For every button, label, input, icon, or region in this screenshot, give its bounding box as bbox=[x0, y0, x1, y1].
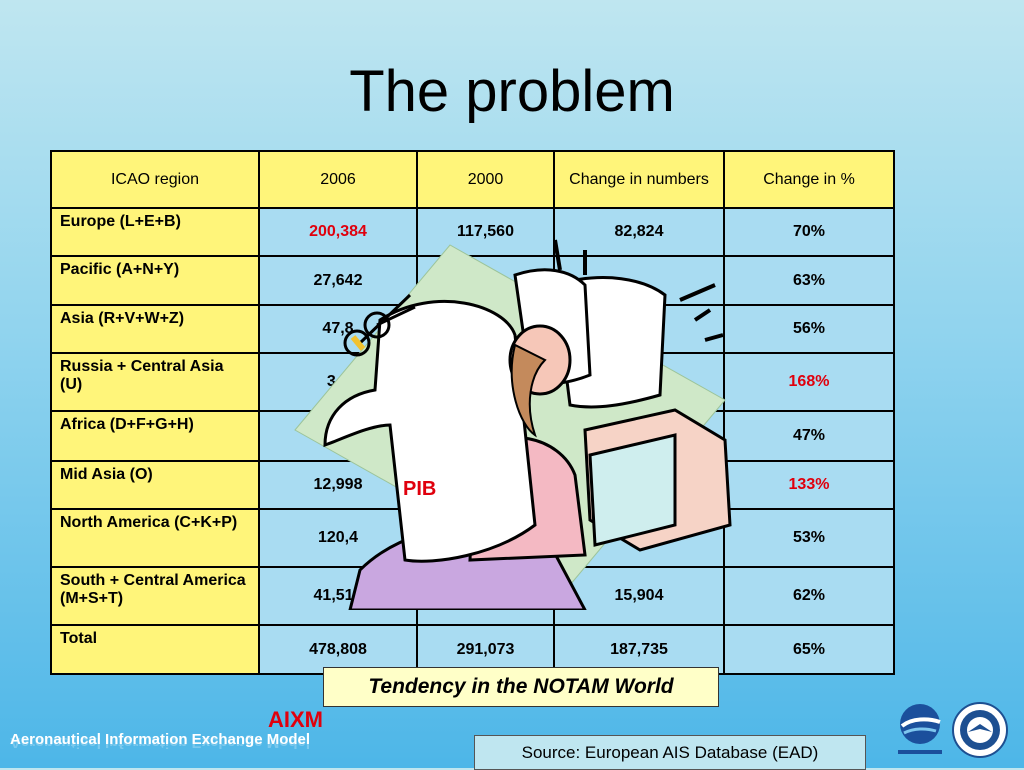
value-cell bbox=[416, 566, 555, 626]
table-row: Europe (L+E+B) 200,384 117,560 82,824 70… bbox=[50, 207, 895, 257]
value-cell: 12,998 bbox=[258, 460, 418, 510]
value-cell bbox=[416, 460, 555, 510]
aixm-subtitle-reflection: Aeronautical Information Exchange Model bbox=[10, 734, 311, 751]
table-header-row: ICAO region 2006 2000 Change in numbers … bbox=[50, 150, 895, 209]
value-cell: 27,642 bbox=[258, 255, 418, 306]
value-cell: 3,8 bbox=[258, 352, 418, 412]
federal-aviation-administration-seal-icon bbox=[952, 702, 1008, 758]
value-cell: 41,518 bbox=[258, 566, 418, 626]
region-cell: South + Central America (M+S+T) bbox=[50, 566, 260, 626]
value-cell bbox=[553, 460, 725, 510]
value-cell: 65% bbox=[723, 624, 895, 675]
value-cell: 62% bbox=[723, 566, 895, 626]
slide-title: The problem bbox=[349, 59, 675, 124]
value-cell: 47% bbox=[723, 410, 895, 462]
value-cell: 133% bbox=[723, 460, 895, 510]
value-cell: 63% bbox=[723, 255, 895, 306]
region-cell: Europe (L+E+B) bbox=[50, 207, 260, 257]
region-cell: Africa (D+F+G+H) bbox=[50, 410, 260, 462]
value-cell: 82,824 bbox=[553, 207, 725, 257]
table-row: Africa (D+F+G+H) 47% bbox=[50, 410, 895, 462]
value-cell: 70% bbox=[723, 207, 895, 257]
caption-box: Tendency in the NOTAM World bbox=[323, 667, 719, 707]
eurocontrol-logo-icon bbox=[898, 704, 942, 754]
value-cell: 47,8 bbox=[258, 304, 418, 354]
value-cell: 120,4 bbox=[258, 508, 418, 568]
table-row: Pacific (A+N+Y) 27,642 63% bbox=[50, 255, 895, 306]
value-cell: 168% bbox=[723, 352, 895, 412]
header-cell: Change in numbers bbox=[553, 150, 725, 209]
table-row: North America (C+K+P) 120,4 53% bbox=[50, 508, 895, 568]
header-cell: 2000 bbox=[416, 150, 555, 209]
value-cell bbox=[416, 508, 555, 568]
aixm-brand: AIXM bbox=[268, 707, 323, 732]
value-cell: 2 bbox=[553, 304, 725, 354]
value-cell bbox=[553, 410, 725, 462]
notam-table: ICAO region 2006 2000 Change in numbers … bbox=[50, 150, 895, 675]
region-cell: Asia (R+V+W+Z) bbox=[50, 304, 260, 354]
value-cell bbox=[553, 255, 725, 306]
table-row-total: Total 478,808 291,073 187,735 65% bbox=[50, 624, 895, 675]
value-cell bbox=[416, 410, 555, 462]
table-row: Mid Asia (O) 12,998 133% bbox=[50, 460, 895, 510]
value-cell: 53% bbox=[723, 508, 895, 568]
table-row: South + Central America (M+S+T) 41,518 1… bbox=[50, 566, 895, 626]
region-cell: Pacific (A+N+Y) bbox=[50, 255, 260, 306]
table-row: Russia + Central Asia (U) 3,8 168% bbox=[50, 352, 895, 412]
value-cell bbox=[553, 352, 725, 412]
source-note: Source: European AIS Database (EAD) bbox=[474, 735, 866, 770]
value-cell bbox=[416, 255, 555, 306]
header-cell: 2006 bbox=[258, 150, 418, 209]
value-cell bbox=[416, 304, 555, 354]
value-cell bbox=[416, 352, 555, 412]
value-cell: 15,904 bbox=[553, 566, 725, 626]
pib-label: PIB bbox=[403, 478, 437, 500]
value-cell: 200,384 bbox=[258, 207, 418, 257]
header-cell: ICAO region bbox=[50, 150, 260, 209]
value-cell bbox=[553, 508, 725, 568]
value-cell: 117,560 bbox=[416, 207, 555, 257]
value-cell: 187,735 bbox=[553, 624, 725, 675]
region-cell: Total bbox=[50, 624, 260, 675]
region-cell: Russia + Central Asia (U) bbox=[50, 352, 260, 412]
value-cell: 56% bbox=[723, 304, 895, 354]
value-cell bbox=[258, 410, 418, 462]
header-cell: Change in % bbox=[723, 150, 895, 209]
region-cell: Mid Asia (O) bbox=[50, 460, 260, 510]
table-row: Asia (R+V+W+Z) 47,8 2 56% bbox=[50, 304, 895, 354]
aixm-subtitle: Aeronautical Information Exchange Model bbox=[10, 731, 311, 748]
region-cell: North America (C+K+P) bbox=[50, 508, 260, 568]
